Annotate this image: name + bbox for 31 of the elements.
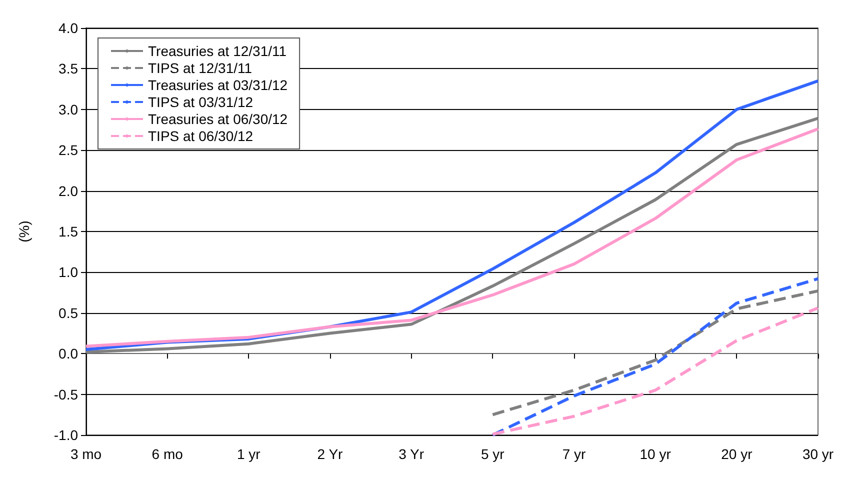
x-tick-label: 30 yr (802, 446, 834, 462)
legend-label: Treasuries at 06/30/12 (148, 111, 288, 127)
y-tick-label: 1.0 (58, 264, 78, 280)
y-tick-label: 3.0 (58, 101, 78, 118)
y-tick-label: -1.0 (54, 427, 78, 443)
legend-label: Treasuries at 12/31/11 (148, 43, 287, 59)
x-tick-label: 3 Yr (398, 446, 424, 462)
y-tick-label: 2.0 (58, 182, 78, 199)
legend-label: TIPS at 12/31/11 (148, 60, 252, 76)
y-tick-label: 0.5 (58, 304, 78, 321)
legend-label: TIPS at 06/30/12 (148, 128, 254, 144)
x-tick-label: 6 mo (152, 446, 184, 462)
x-tick-label: 1 yr (236, 446, 261, 462)
x-tick-label: 2 Yr (317, 446, 344, 462)
x-tick-label: 7 yr (562, 446, 586, 462)
x-tick-label: 5 yr (480, 446, 505, 462)
y-tick-label: 3.5 (58, 60, 78, 77)
y-tick-label: 2.5 (58, 142, 78, 158)
line-series (491, 289, 820, 416)
legend-label: Treasuries at 03/31/12 (148, 77, 288, 93)
y-axis-title: (%) (16, 220, 32, 242)
y-tick-label: 0.0 (58, 346, 78, 362)
y-tick-label: -0.5 (54, 386, 78, 402)
line-series (491, 306, 820, 436)
x-tick-label: 10 yr (640, 446, 672, 462)
line-series (491, 277, 820, 436)
y-tick-label: 1.5 (58, 224, 78, 240)
x-tick-label: 3 mo (70, 446, 102, 462)
x-tick-label: 20 yr (721, 446, 753, 462)
legend-label: TIPS at 03/31/12 (148, 94, 254, 110)
y-tick-label: 4.0 (58, 20, 78, 36)
